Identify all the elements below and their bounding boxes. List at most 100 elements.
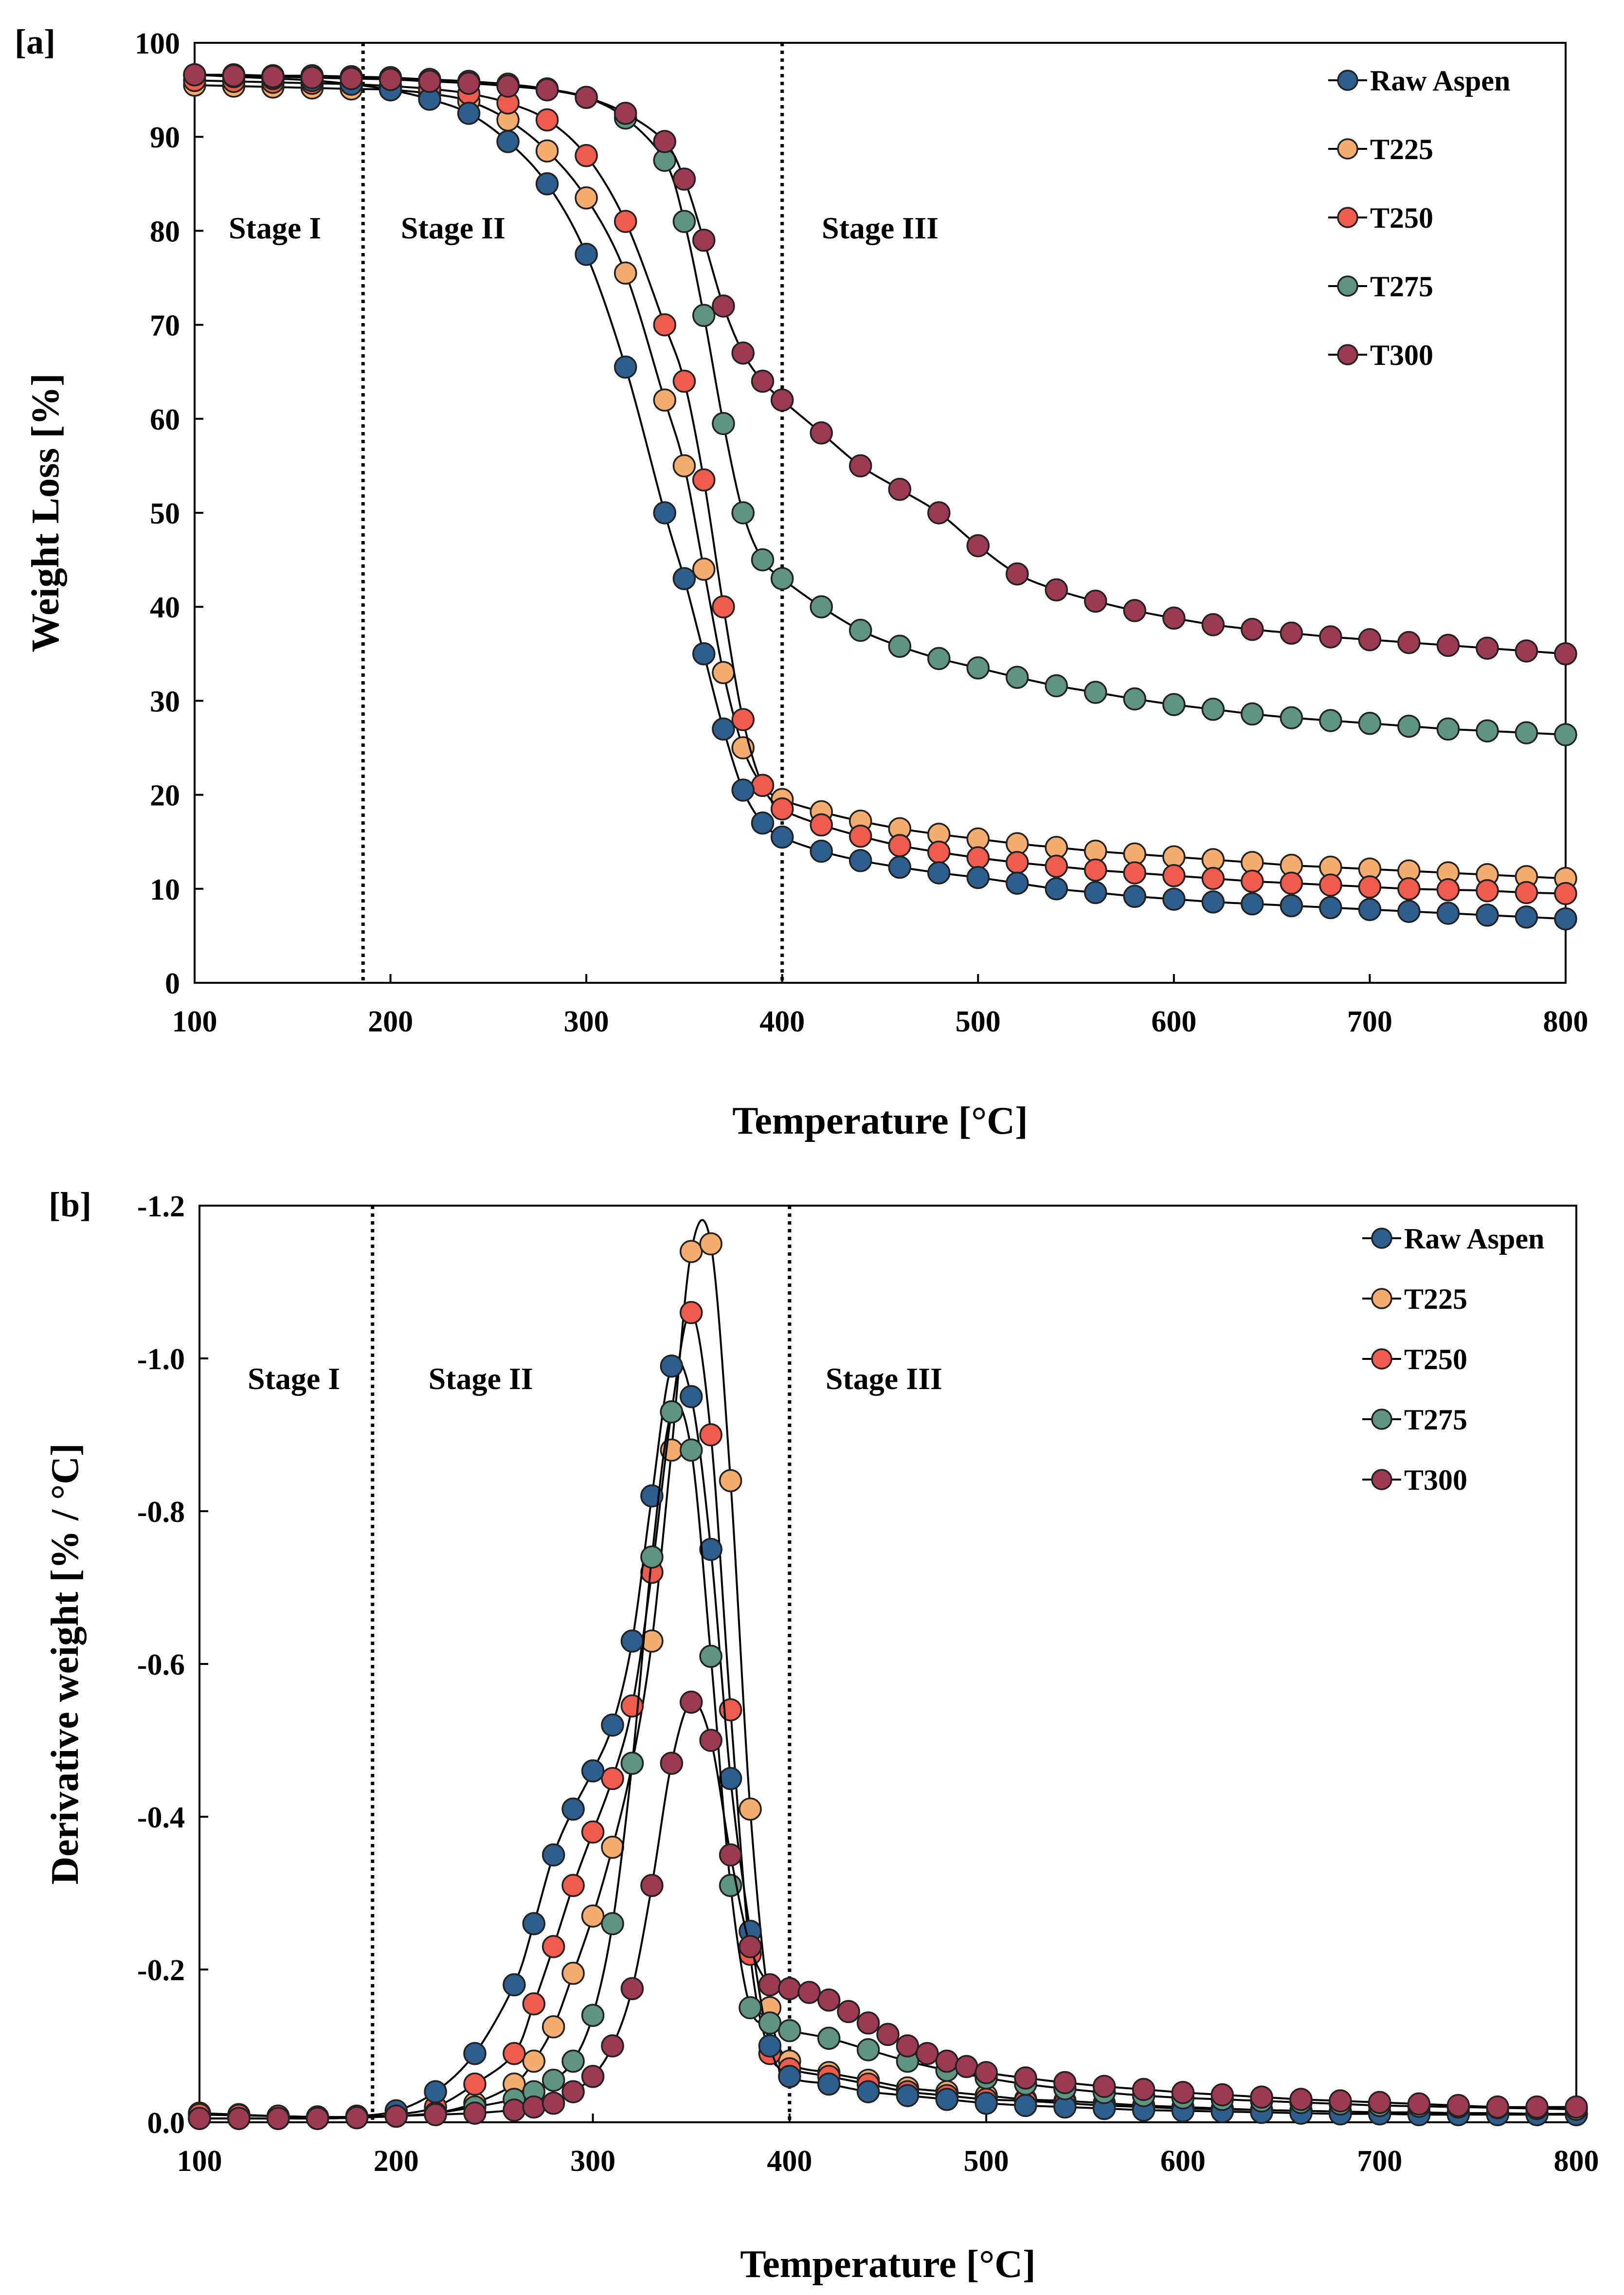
chart-panel-a: [a] 100 200 300 400 500 600 700 800 0 10 20 30 40 50 60… xyxy=(15,22,1588,1142)
legend-marker xyxy=(1371,1348,1392,1370)
y-tick-label: 30 xyxy=(150,685,180,718)
legend-label: T275 xyxy=(1370,271,1433,303)
data-point xyxy=(1515,905,1538,929)
data-point xyxy=(1006,666,1029,689)
data-point xyxy=(1436,878,1460,902)
data-point xyxy=(1084,858,1107,882)
data-point xyxy=(614,102,637,125)
legend-entry: Raw Aspen xyxy=(1362,1223,1544,1255)
x-tick-label: 800 xyxy=(1554,2145,1599,2178)
series-line xyxy=(194,84,1566,880)
data-point xyxy=(692,228,716,252)
data-point xyxy=(927,840,951,864)
data-point xyxy=(672,167,696,191)
legend-marker xyxy=(1337,207,1358,228)
x-tick-label: 800 xyxy=(1543,1005,1588,1038)
data-point xyxy=(679,1385,703,1409)
data-point xyxy=(817,1988,841,2012)
data-point xyxy=(712,717,735,741)
data-point xyxy=(927,861,951,885)
data-point xyxy=(810,813,833,837)
y-tick-label: 0.0 xyxy=(147,2107,185,2140)
data-point xyxy=(1084,881,1107,904)
data-point xyxy=(1132,2078,1155,2101)
data-point xyxy=(712,412,735,435)
data-point xyxy=(719,1469,742,1492)
data-point xyxy=(935,2049,959,2073)
data-point xyxy=(699,1729,722,1752)
data-point xyxy=(1436,633,1460,657)
data-point xyxy=(699,1232,722,1256)
data-point xyxy=(522,1912,546,1935)
data-point xyxy=(522,1992,546,2016)
data-point xyxy=(758,2011,782,2035)
data-point xyxy=(751,548,775,572)
legend-marker xyxy=(1371,1469,1392,1490)
data-point xyxy=(1084,589,1107,613)
data-point xyxy=(1565,2095,1588,2119)
data-point xyxy=(1329,2089,1352,2113)
data-point xyxy=(848,454,872,478)
x-tick-label: 100 xyxy=(177,2145,222,2178)
data-point xyxy=(1241,702,1264,726)
legend-label: T275 xyxy=(1404,1404,1467,1436)
data-point xyxy=(575,144,598,167)
x-tick-label: 500 xyxy=(964,2145,1009,2178)
x-tick-label: 500 xyxy=(956,1005,1001,1038)
data-point xyxy=(916,2042,939,2065)
data-point xyxy=(1358,628,1382,651)
data-point xyxy=(1053,2071,1077,2095)
data-point xyxy=(1554,642,1577,666)
data-point xyxy=(503,2042,526,2065)
data-point xyxy=(1162,887,1186,911)
data-point xyxy=(966,846,990,869)
data-point xyxy=(1436,717,1460,741)
data-point xyxy=(758,2034,782,2058)
data-point xyxy=(575,242,598,266)
data-point xyxy=(1476,636,1499,660)
y-tick-label: -0.6 xyxy=(137,1648,185,1681)
data-point xyxy=(503,2098,526,2122)
data-point xyxy=(888,634,912,658)
data-point xyxy=(896,2084,920,2107)
data-point xyxy=(1162,693,1186,716)
data-point xyxy=(561,1962,585,1985)
series-t275 xyxy=(188,1400,1588,2130)
x-tick-label: 100 xyxy=(172,1005,217,1038)
data-point xyxy=(306,2107,329,2130)
data-point xyxy=(188,2107,211,2130)
data-point xyxy=(1358,712,1382,735)
data-point xyxy=(731,341,755,365)
x-tick-label: 400 xyxy=(759,1005,805,1038)
data-point xyxy=(1397,714,1421,738)
data-point xyxy=(601,1912,624,1935)
data-point xyxy=(848,824,872,848)
data-point xyxy=(927,647,951,670)
x-tick-label: 400 xyxy=(767,2145,812,2178)
data-point xyxy=(810,839,833,863)
legend-marker xyxy=(1337,138,1358,160)
x-axis-title: Temperature [°C] xyxy=(740,2243,1035,2286)
data-point xyxy=(1515,881,1538,904)
data-point xyxy=(581,1820,605,1844)
data-point xyxy=(712,661,735,685)
data-point xyxy=(672,210,696,233)
series-line xyxy=(199,1403,1577,2120)
data-point xyxy=(227,2107,251,2130)
legend-entry: T275 xyxy=(1328,271,1433,303)
data-point xyxy=(653,388,676,412)
data-point xyxy=(614,210,637,233)
data-point xyxy=(966,656,990,680)
data-point xyxy=(1436,902,1460,925)
data-point xyxy=(581,2004,605,2027)
panel-label: [a] xyxy=(15,22,55,61)
data-point xyxy=(620,1752,644,1775)
data-point xyxy=(541,1843,565,1867)
data-point xyxy=(1006,850,1029,874)
y-tick-label: 80 xyxy=(150,215,180,248)
data-point xyxy=(1280,706,1303,729)
data-point xyxy=(463,2042,487,2065)
data-point xyxy=(1515,721,1538,744)
data-point xyxy=(797,1981,821,2004)
data-point xyxy=(692,642,716,666)
